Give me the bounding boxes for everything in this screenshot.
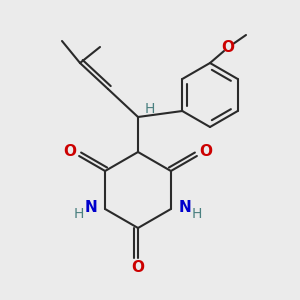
Text: H: H xyxy=(145,102,155,116)
Text: H: H xyxy=(74,207,84,221)
Text: N: N xyxy=(85,200,98,214)
Text: N: N xyxy=(178,200,191,214)
Text: O: O xyxy=(131,260,145,275)
Text: O: O xyxy=(200,145,212,160)
Text: O: O xyxy=(64,145,76,160)
Text: O: O xyxy=(221,40,235,55)
Text: H: H xyxy=(192,207,202,221)
